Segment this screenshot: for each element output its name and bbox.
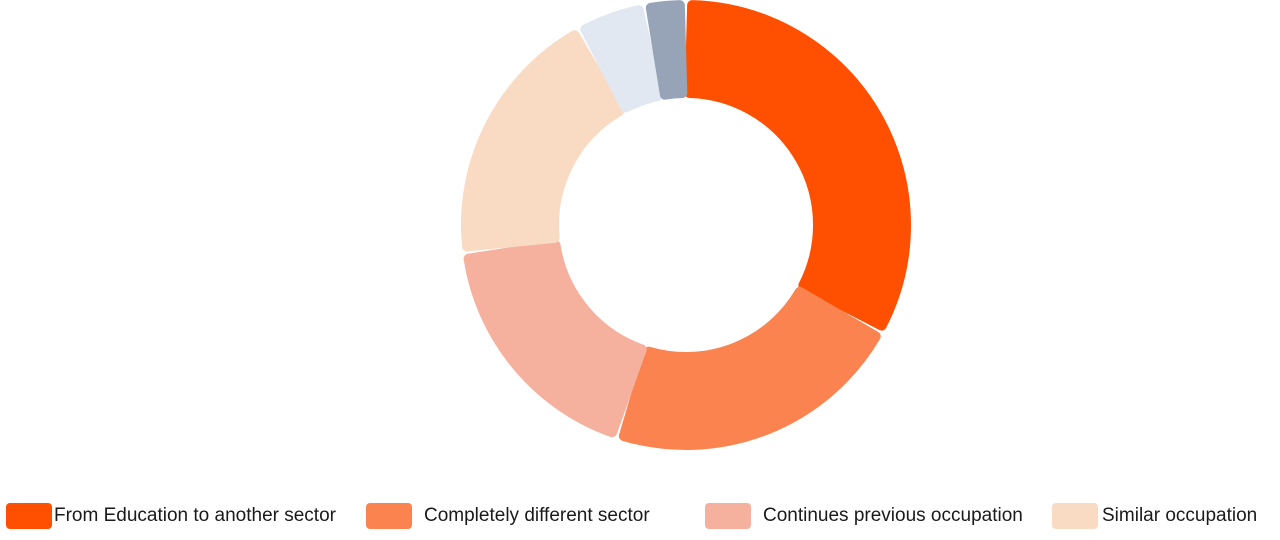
- legend-label: Completely different sector: [424, 505, 650, 526]
- legend-swatch: [1052, 503, 1098, 529]
- donut-slice-2: [463, 240, 647, 438]
- legend-item-completely-different-sector: Completely different sector: [366, 496, 650, 536]
- donut-slice-4: [580, 5, 663, 113]
- donut-slice-1: [618, 286, 881, 450]
- legend: From Education to another sector Complet…: [0, 496, 1280, 536]
- legend-swatch: [705, 503, 751, 529]
- legend-swatch: [366, 503, 412, 529]
- donut-slice-5: [645, 0, 688, 100]
- donut-slice-0: [684, 0, 911, 331]
- legend-item-education-to-another-sector: From Education to another sector: [6, 496, 336, 536]
- legend-label: Continues previous occupation: [763, 505, 1023, 526]
- legend-label: From Education to another sector: [54, 505, 336, 526]
- legend-swatch: [6, 503, 52, 529]
- legend-item-similar-occupation: Similar occupation: [1052, 496, 1257, 536]
- donut-plot: [461, 0, 911, 450]
- donut-slice-3: [461, 30, 625, 252]
- legend-label: Similar occupation: [1102, 505, 1258, 526]
- legend-item-continues-previous-occupation: Continues previous occupation: [705, 496, 1023, 536]
